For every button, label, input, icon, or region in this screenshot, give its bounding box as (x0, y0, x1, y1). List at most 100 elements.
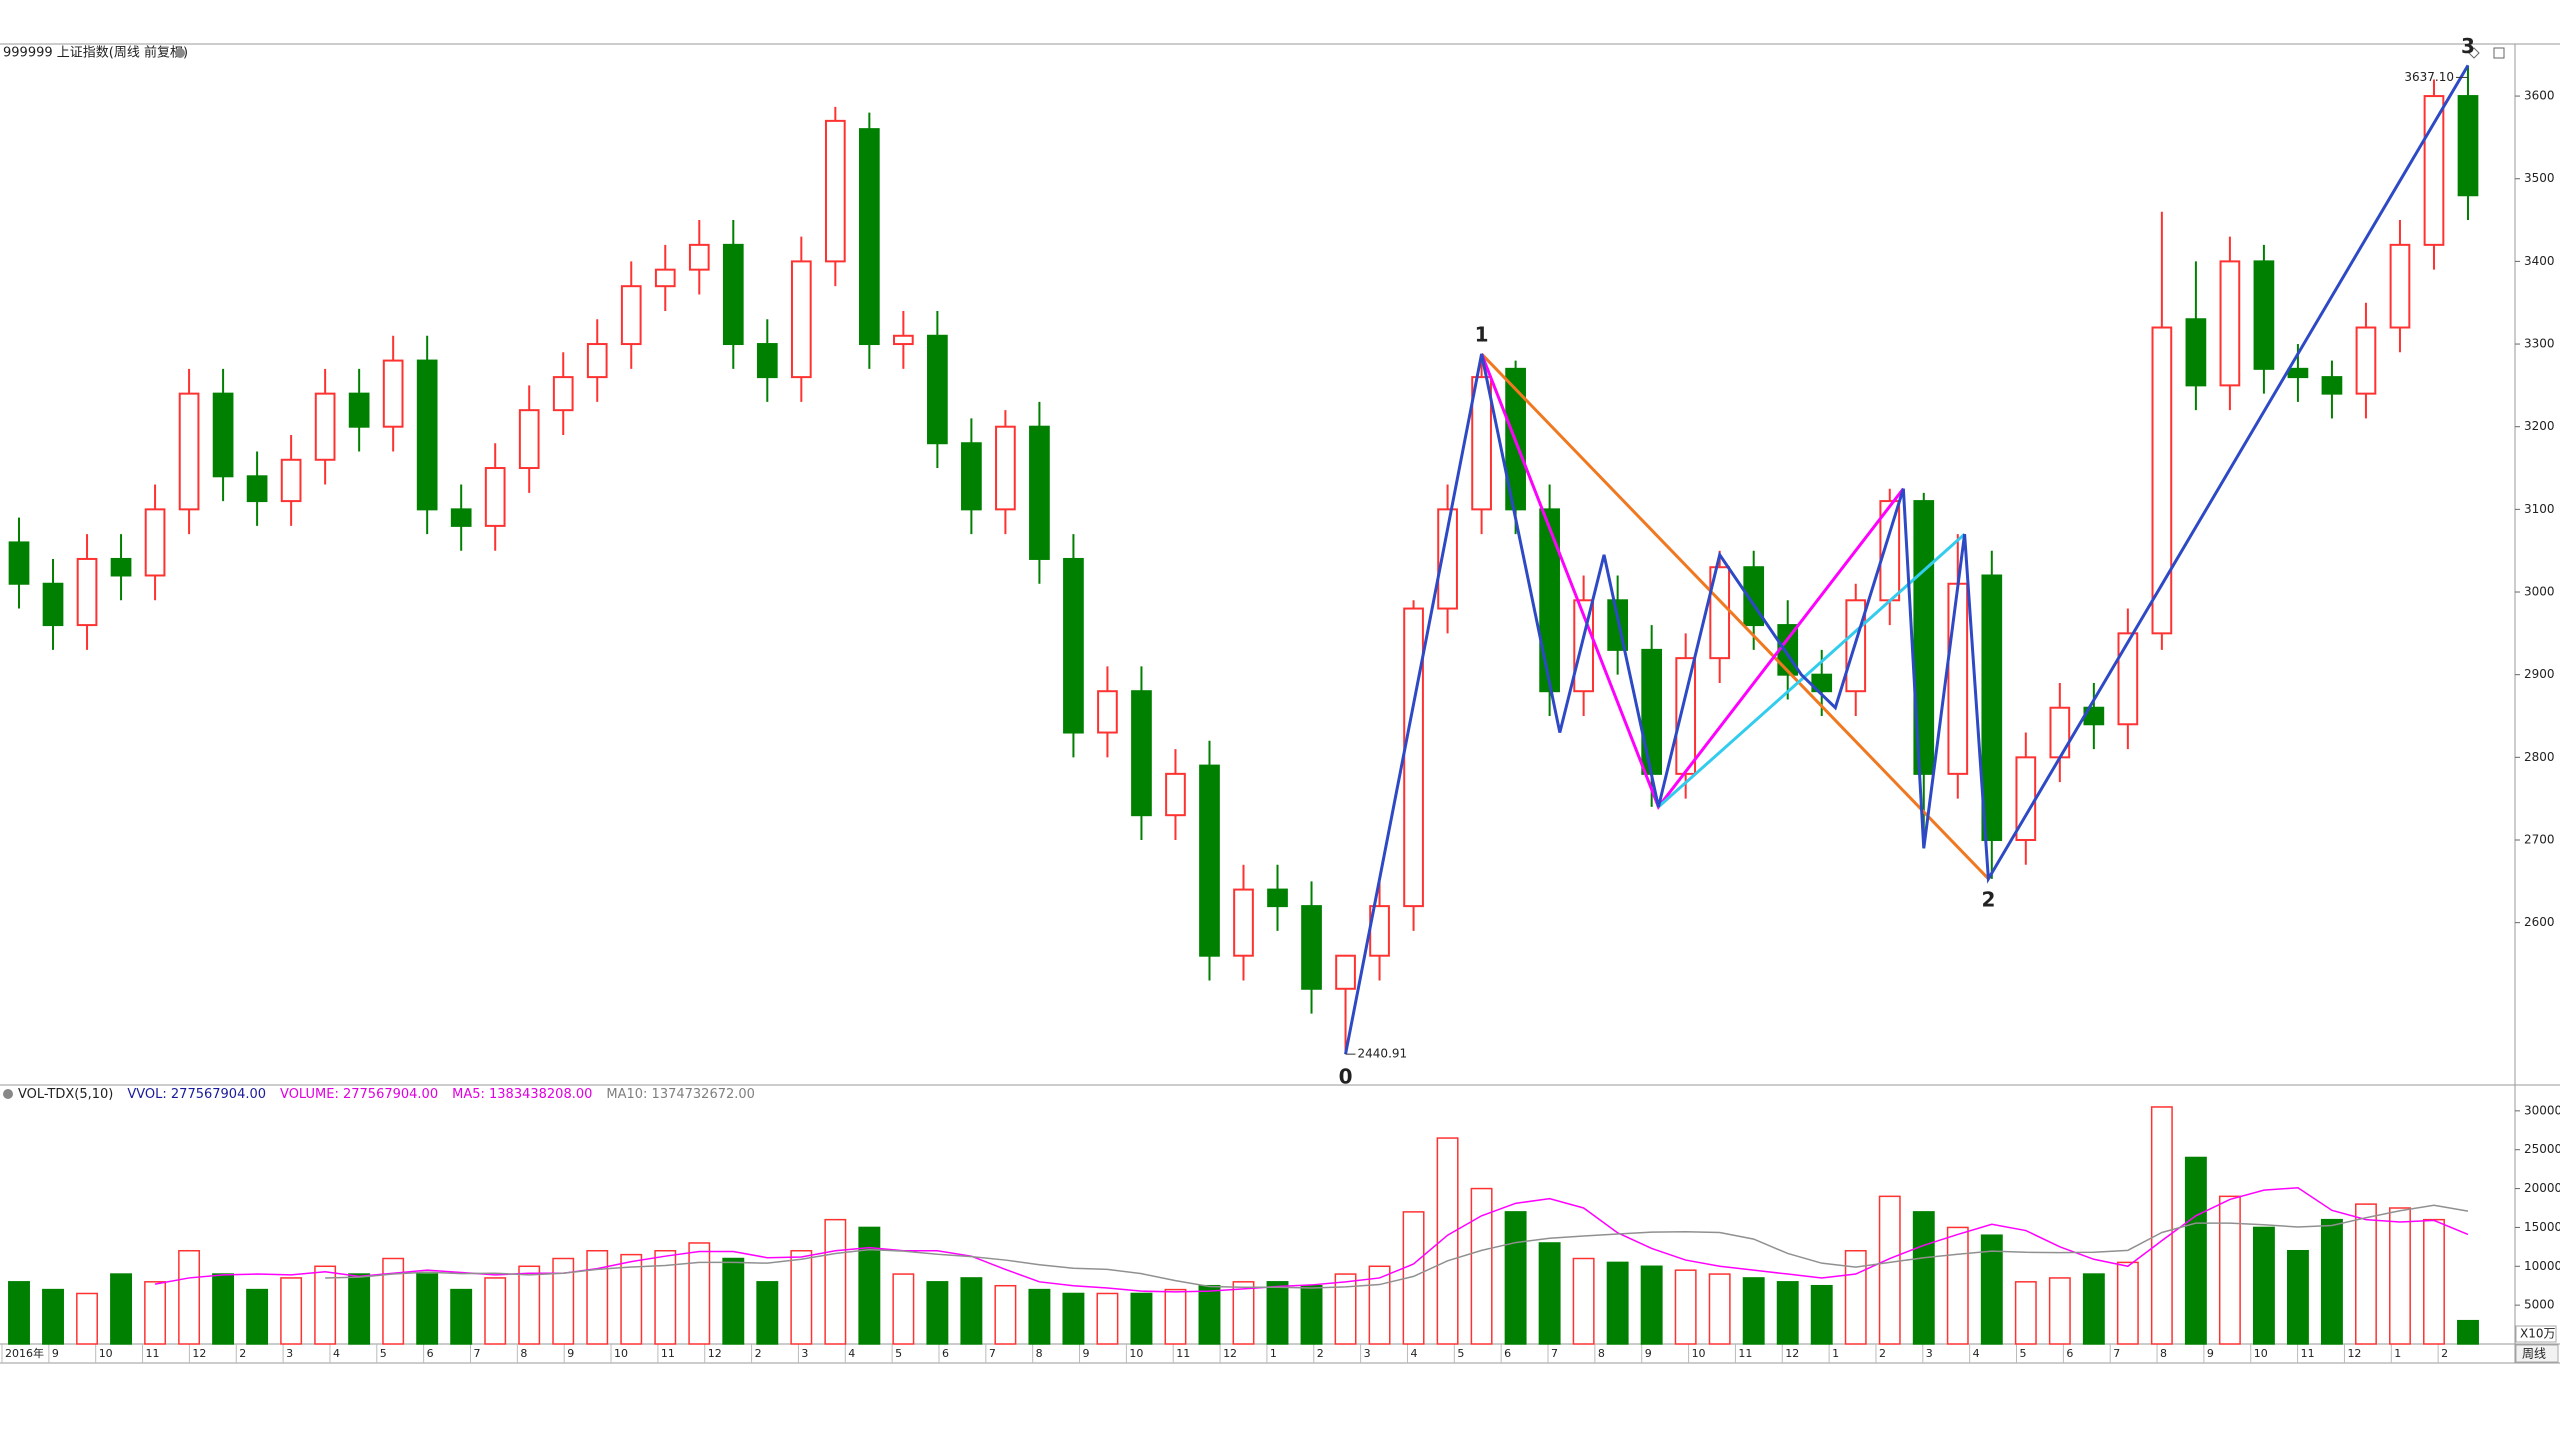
volume-bar (1844, 1249, 1867, 1345)
volume-bar (212, 1273, 235, 1345)
candle-body (1641, 648, 1663, 775)
candle-body (961, 442, 982, 511)
candle-body (246, 475, 268, 503)
x-tick-label: 12 (1785, 1347, 1799, 1360)
candle-body (552, 376, 574, 412)
candle-body (314, 392, 336, 461)
candle-body (416, 359, 438, 511)
volume-bar (2116, 1261, 2139, 1345)
volume-settings-icon[interactable] (3, 1089, 13, 1099)
volume-bar (1096, 1292, 1119, 1345)
candle-body (1267, 888, 1288, 908)
candle-body (1301, 905, 1322, 990)
volume-bar (960, 1277, 983, 1345)
x-tick-label: 12 (708, 1347, 722, 1360)
volume-bar (2218, 1195, 2241, 1345)
x-tick-label: 8 (2160, 1347, 2167, 1360)
y-tick-label: 15000 (2524, 1220, 2560, 1234)
x-tick-label: 7 (989, 1347, 996, 1360)
period-label[interactable]: 周线 (2522, 1347, 2546, 1361)
x-tick-label: 6 (427, 1347, 434, 1360)
low-price-label: 2440.91 (1358, 1047, 1408, 1061)
volume-bar (518, 1265, 541, 1345)
candle-body (450, 508, 472, 527)
volume-bar (1504, 1211, 1527, 1345)
x-tick-label: 10 (1129, 1347, 1143, 1360)
candle-body (790, 260, 812, 379)
y-tick-label: 3600 (2524, 89, 2555, 103)
period-box[interactable] (2515, 1344, 2559, 1363)
y-tick-label: 3300 (2524, 337, 2555, 351)
candle-body (1539, 508, 1560, 693)
candle-body (927, 334, 948, 445)
candle-body (178, 392, 200, 511)
volume-bar (1742, 1277, 1765, 1345)
x-tick-label: 9 (2207, 1347, 2214, 1360)
wave-label: 2 (1981, 887, 1995, 911)
window-icon[interactable] (2493, 47, 2505, 59)
x-tick-label: 10 (99, 1347, 113, 1360)
volume-ma-line (325, 1204, 2469, 1289)
candle-body (858, 128, 880, 346)
candle-body (586, 343, 608, 379)
x-tick-label: 12 (2347, 1347, 2361, 1360)
volume-header: VOL-TDX(5,10) VVOL: 277567904.00 VOLUME: 2… (18, 1087, 755, 1102)
candle-body (1029, 425, 1050, 560)
x-tick-label: 3 (1364, 1347, 1371, 1360)
x-tick-label: 8 (1036, 1347, 1043, 1360)
volume-bar (416, 1273, 439, 1345)
candle-body (1063, 557, 1084, 734)
volume-bar (824, 1218, 847, 1345)
candle-body (1981, 574, 2003, 841)
diamond-icon[interactable] (2468, 47, 2480, 59)
candle-body (76, 557, 98, 627)
x-tick-label: 2016年 (5, 1346, 44, 1360)
volume-bar (450, 1288, 473, 1345)
x-tick-label: 4 (848, 1347, 855, 1360)
volume-bar (1538, 1242, 1561, 1345)
candle-body (2185, 318, 2207, 387)
x-tick-label: 11 (1738, 1347, 1752, 1360)
volume-bar (2320, 1218, 2343, 1345)
volume-bar (110, 1273, 133, 1345)
candle-body (620, 285, 642, 346)
x-tick-label: 10 (1692, 1347, 1706, 1360)
volume-bar (1912, 1211, 1935, 1345)
y-tick-label: 25000 (2524, 1142, 2560, 1156)
candle-body (756, 343, 778, 379)
x-tick-label: 9 (567, 1347, 574, 1360)
volume-bar (1470, 1187, 1493, 1345)
x-tick-label: 12 (192, 1347, 206, 1360)
y-tick-label: 2800 (2524, 750, 2555, 764)
wave-line (1344, 64, 2470, 1055)
volume-bar (790, 1249, 813, 1345)
x-tick-label: 11 (1176, 1347, 1190, 1360)
candle-body (1437, 508, 1458, 610)
candle-body (484, 467, 506, 527)
volume-bar (722, 1257, 745, 1345)
x-tick-label: 5 (380, 1347, 387, 1360)
x-tick-label: 2 (755, 1347, 762, 1360)
volume-bar (2354, 1203, 2377, 1345)
volume-bar (858, 1226, 881, 1345)
x-tick-label: 7 (1551, 1347, 1558, 1360)
volume-bar (382, 1257, 405, 1345)
volume-header-item: MA10: 1374732672.00 (606, 1087, 755, 1102)
volume-bar (280, 1277, 303, 1345)
volume-bar (2286, 1249, 2309, 1345)
volume-bar (1232, 1281, 1255, 1345)
candle-body (2117, 632, 2139, 726)
candle-body (1335, 954, 1356, 990)
settings-icon[interactable] (175, 48, 185, 58)
chart-title: 999999 上证指数(周线 前复权) (3, 45, 188, 61)
y-tick-label: 3100 (2524, 502, 2555, 516)
candle-body (348, 392, 370, 428)
candle-body (212, 392, 234, 478)
volume-bar (1946, 1226, 1969, 1345)
volume-bar (1334, 1273, 1357, 1345)
volume-bar (586, 1249, 609, 1345)
volume-title: VOL-TDX(5,10) (18, 1087, 113, 1102)
candle-body (1709, 566, 1731, 660)
